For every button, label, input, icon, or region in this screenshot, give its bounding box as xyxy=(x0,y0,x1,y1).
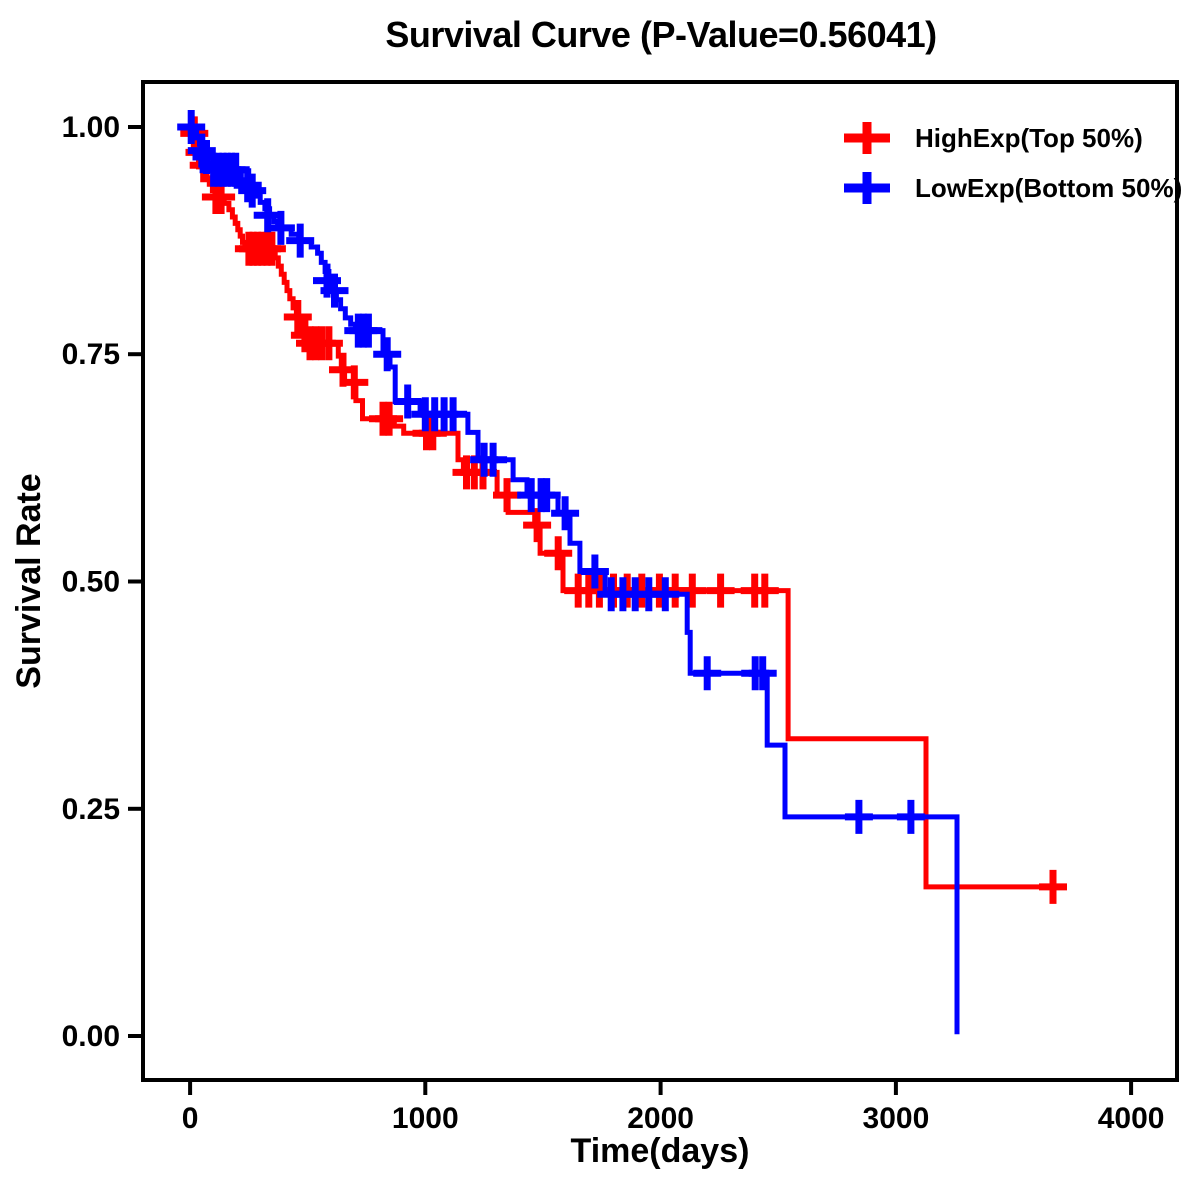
x-axis: 0 1000 2000 3000 4000 xyxy=(182,1082,1165,1135)
legend: HighExp(Top 50%) LowExp(Bottom 50%) xyxy=(844,122,1182,204)
y-axis-title: Survival Rate xyxy=(10,473,48,688)
y-tick-label: 0.00 xyxy=(62,1020,120,1053)
km-curve-highexp xyxy=(190,124,1064,890)
chart-title: Survival Curve (P-Value=0.56041) xyxy=(385,14,937,55)
legend-label-lowexp: LowExp(Bottom 50%) xyxy=(915,173,1182,203)
y-tick-label: 1.00 xyxy=(62,111,120,144)
y-tick-label: 0.75 xyxy=(62,338,120,371)
x-tick-label: 2000 xyxy=(627,1102,694,1135)
x-tick-label: 1000 xyxy=(392,1102,459,1135)
plot-frame xyxy=(141,80,1179,1082)
x-axis-title: Time(days) xyxy=(571,1132,750,1170)
x-tick-label: 0 xyxy=(182,1102,199,1135)
y-tick-label: 0.25 xyxy=(62,793,120,826)
x-tick-label: 3000 xyxy=(863,1102,930,1135)
censor-marks-lowexp xyxy=(177,110,925,834)
y-tick-label: 0.50 xyxy=(62,566,120,599)
legend-label-highexp: HighExp(Top 50%) xyxy=(915,123,1143,153)
km-curve-lowexp xyxy=(190,124,960,1035)
censor-marks-highexp xyxy=(180,116,1067,904)
y-axis: 0.00 0.25 0.50 0.75 1.00 xyxy=(62,111,141,1053)
x-tick-label: 4000 xyxy=(1098,1102,1165,1135)
